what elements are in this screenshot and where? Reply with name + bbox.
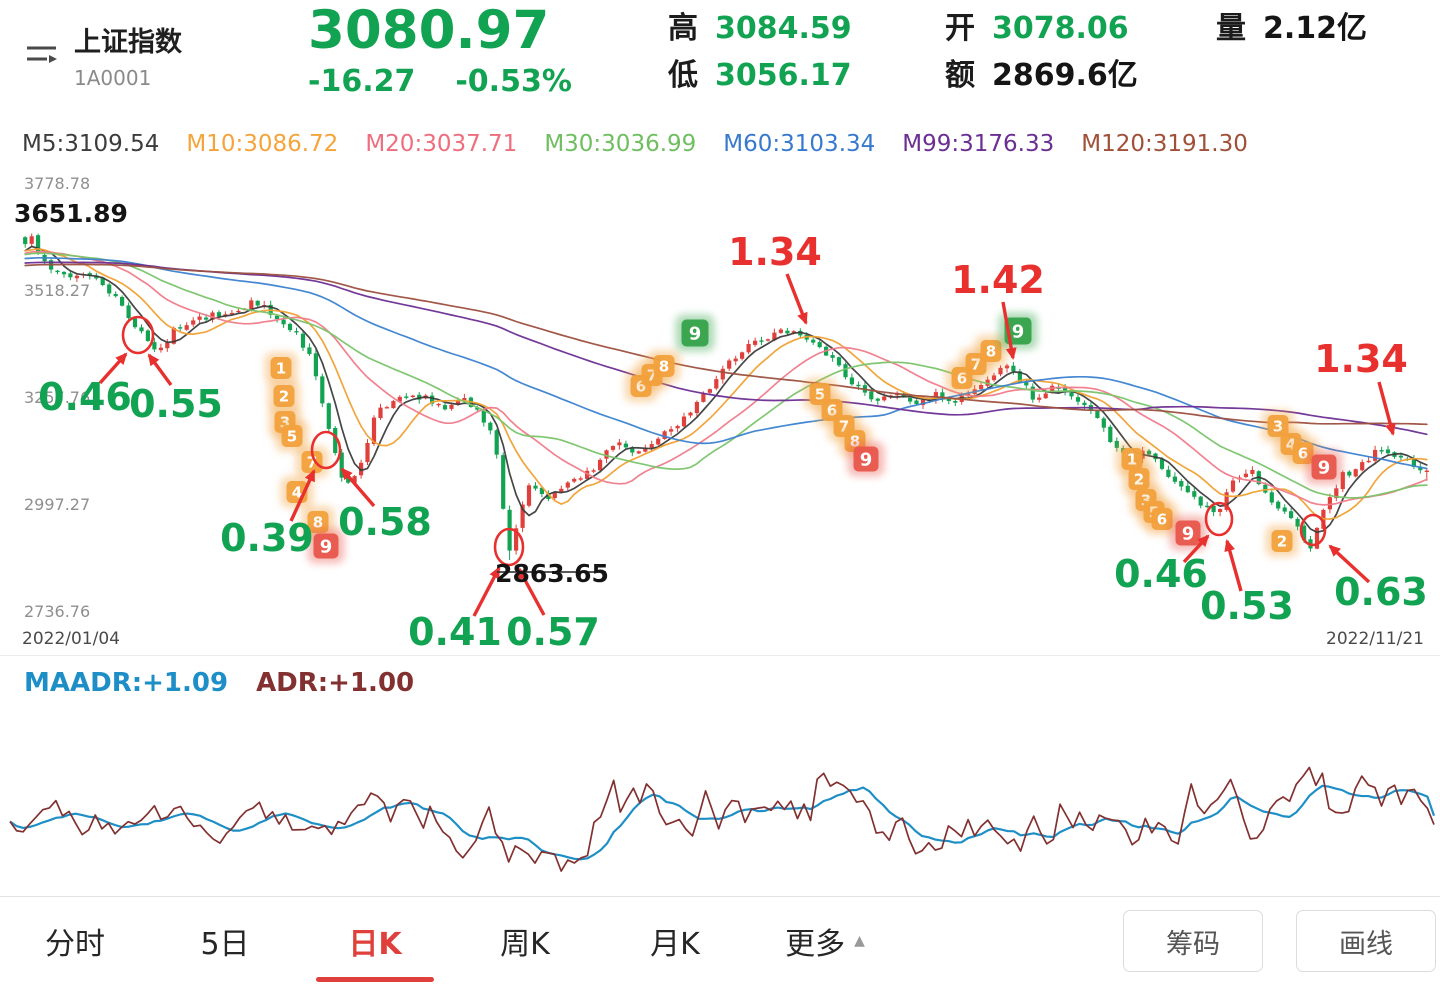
- ma-value: M99:3176.33: [902, 131, 1055, 157]
- svg-text:3778.78: 3778.78: [24, 174, 90, 193]
- svg-text:8: 8: [659, 358, 669, 376]
- axis-labels-layer: 3778.78 3518.27 3257.76 2997.27 2736.76 2022/…: [22, 174, 1424, 649]
- svg-text:2736.76: 2736.76: [24, 602, 90, 621]
- price-change: -16.27: [308, 64, 416, 99]
- candlestick-chart-canvas[interactable]: 3778.78 3518.27 3257.76 2997.27 2736.76 2022/…: [0, 170, 1440, 655]
- svg-text:3257.76: 3257.76: [24, 388, 90, 407]
- period-tab-bar: 分时 5日 日K 周K 月K 更多 ▲ 筹码 画线: [0, 897, 1440, 985]
- caret-up-icon: ▲: [854, 933, 865, 949]
- volume-value: 2.12亿: [1263, 11, 1368, 46]
- svg-text:2: 2: [279, 388, 289, 406]
- svg-text:7: 7: [971, 356, 981, 374]
- svg-text:1.34: 1.34: [1314, 337, 1408, 381]
- draw-line-button[interactable]: 画线: [1296, 910, 1436, 972]
- svg-text:0.53: 0.53: [1200, 584, 1294, 628]
- adr-value: ADR:+1.00: [256, 668, 415, 698]
- amount-label: 额: [945, 58, 975, 93]
- ma-indicator-row: M5:3109.54 M10:3086.72 M20:3037.71 M30:3036…: [0, 118, 1440, 170]
- svg-text:1.42: 1.42: [951, 258, 1045, 302]
- svg-text:8: 8: [986, 343, 996, 361]
- svg-text:8: 8: [313, 514, 323, 532]
- ma-value: M60:3103.34: [723, 131, 876, 157]
- svg-text:0.63: 0.63: [1334, 570, 1428, 614]
- stock-ident: 上证指数 1A0001: [74, 20, 182, 90]
- candlestick-chart[interactable]: 3778.78 3518.27 3257.76 2997.27 2736.76 2022/…: [0, 170, 1440, 655]
- svg-text:1: 1: [1127, 451, 1137, 469]
- svg-text:0.46: 0.46: [38, 375, 132, 419]
- low-label: 低: [668, 58, 698, 93]
- svg-text:3: 3: [1273, 418, 1283, 436]
- svg-text:0.58: 0.58: [338, 500, 432, 544]
- open-value: 3078.06: [992, 11, 1129, 46]
- svg-text:1.34: 1.34: [728, 230, 822, 274]
- ma-value: M120:3191.30: [1081, 131, 1248, 157]
- low-value: 3056.17: [715, 58, 852, 93]
- svg-text:2863.65: 2863.65: [495, 559, 609, 588]
- svg-text:6: 6: [957, 370, 967, 388]
- adr-labels: MAADR:+1.09 ADR:+1.00: [24, 668, 414, 698]
- ma-value: M10:3086.72: [186, 131, 339, 157]
- price-change-pct: -0.53%: [455, 64, 572, 99]
- amount-value: 2869.6亿: [992, 58, 1138, 93]
- svg-text:2022/11/21: 2022/11/21: [1326, 629, 1424, 649]
- svg-text:7: 7: [307, 454, 317, 472]
- price-block: 3080.97 -16.27 -0.53%: [308, 0, 572, 99]
- svg-text:0.41: 0.41: [408, 610, 502, 654]
- volume-label: 量: [1216, 11, 1246, 46]
- ma-value: M30:3036.99: [544, 131, 697, 157]
- svg-text:9: 9: [689, 324, 702, 345]
- annotations-layer: 123574896789567896789123569346923651.892…: [14, 199, 1428, 654]
- high-low-column: 高 3084.59 低 3056.17: [668, 12, 852, 93]
- svg-text:9: 9: [1012, 322, 1025, 343]
- stock-code: 1A0001: [74, 66, 152, 90]
- tab-minute[interactable]: 分时: [45, 927, 105, 962]
- svg-text:5: 5: [815, 386, 825, 404]
- open-label: 开: [945, 11, 975, 46]
- svg-text:0.55: 0.55: [129, 382, 223, 426]
- stock-name: 上证指数: [74, 27, 182, 58]
- high-label: 高: [668, 11, 698, 46]
- adr-chart-canvas[interactable]: [0, 656, 1440, 896]
- svg-text:2022/01/04: 2022/01/04: [22, 629, 120, 649]
- svg-text:2: 2: [1134, 471, 1144, 489]
- svg-text:6: 6: [827, 402, 837, 420]
- ma-value: M5:3109.54: [22, 131, 160, 157]
- svg-text:0.57: 0.57: [506, 610, 600, 654]
- svg-text:8: 8: [850, 433, 860, 451]
- svg-text:4: 4: [292, 484, 302, 502]
- svg-text:1: 1: [276, 360, 286, 378]
- svg-text:9: 9: [1318, 458, 1331, 479]
- svg-text:9: 9: [320, 537, 333, 558]
- ma-lines-layer: [24, 245, 1428, 534]
- tab-bar-buttons: 筹码 画线: [1123, 897, 1440, 985]
- volume-column: 量 2.12亿: [1216, 12, 1367, 46]
- svg-text:6: 6: [1298, 445, 1308, 463]
- tab-5day[interactable]: 5日: [200, 927, 250, 962]
- ma-value: M20:3037.71: [365, 131, 518, 157]
- svg-text:6: 6: [1157, 511, 1167, 529]
- svg-text:2997.27: 2997.27: [24, 495, 90, 514]
- tab-weekly-k[interactable]: 周K: [500, 927, 550, 962]
- chips-button[interactable]: 筹码: [1123, 910, 1263, 972]
- maadr-value: MAADR:+1.09: [24, 668, 229, 698]
- open-amount-column: 开 3078.06 额 2869.6亿: [945, 12, 1138, 93]
- svg-text:9: 9: [1182, 524, 1195, 545]
- svg-text:0.46: 0.46: [1114, 552, 1208, 596]
- tab-more[interactable]: 更多 ▲: [785, 927, 865, 962]
- menu-icon[interactable]: [26, 42, 60, 68]
- last-price: 3080.97: [308, 0, 550, 61]
- svg-text:2: 2: [1277, 533, 1287, 551]
- tab-daily-k[interactable]: 日K: [300, 897, 450, 985]
- svg-text:9: 9: [860, 450, 873, 471]
- tab-monthly-k[interactable]: 月K: [650, 927, 700, 962]
- svg-text:0.39: 0.39: [220, 516, 314, 560]
- svg-text:3518.27: 3518.27: [24, 281, 90, 300]
- quote-header: 上证指数 1A0001 3080.97 -16.27 -0.53% 高 3084…: [0, 0, 1440, 118]
- svg-text:3651.89: 3651.89: [14, 199, 128, 228]
- tab-bar-tabs: 分时 5日 日K 周K 月K 更多 ▲: [0, 897, 900, 985]
- adr-subchart[interactable]: MAADR:+1.09 ADR:+1.00: [0, 655, 1440, 897]
- svg-text:5: 5: [287, 428, 297, 446]
- high-value: 3084.59: [715, 11, 852, 46]
